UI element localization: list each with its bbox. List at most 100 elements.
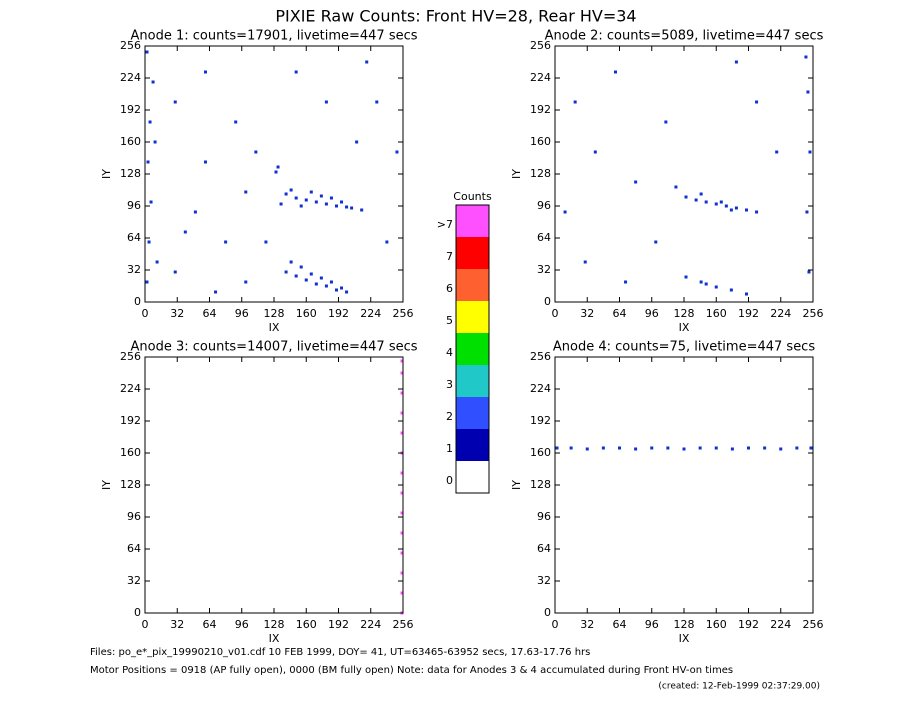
count-point	[719, 200, 723, 204]
y-tick-label: 64	[127, 542, 141, 555]
colorbar-title: Counts	[453, 190, 492, 203]
y-tick-label: 0	[544, 606, 551, 619]
count-point	[350, 206, 354, 210]
y-tick-label: 256	[530, 39, 551, 52]
count-point	[324, 284, 328, 288]
y-tick-label: 96	[127, 510, 141, 523]
count-point	[806, 90, 810, 94]
count-point	[355, 140, 359, 144]
colorbar-cell	[456, 429, 489, 461]
y-tick-label: 64	[537, 231, 551, 244]
count-point	[224, 240, 228, 244]
y-tick-label: 224	[120, 71, 141, 84]
x-tick-label: 64	[613, 618, 627, 631]
colorbar-label: 7	[446, 250, 453, 263]
y-tick-label: 96	[127, 199, 141, 212]
colorbar-label: 4	[446, 346, 453, 359]
x-tick-label: 128	[674, 307, 695, 320]
count-point	[244, 190, 248, 194]
count-point	[319, 194, 323, 198]
count-point	[284, 192, 288, 196]
count-point	[699, 192, 703, 196]
count-point	[173, 100, 177, 104]
count-point	[704, 282, 708, 286]
count-point	[324, 202, 328, 206]
count-point	[193, 210, 197, 214]
count-point	[400, 551, 404, 555]
count-point	[755, 100, 759, 104]
count-point	[618, 446, 621, 450]
y-axis-label: IY	[510, 169, 523, 179]
y-tick-label: 32	[537, 574, 551, 587]
count-point	[804, 55, 808, 59]
y-tick-label: 224	[530, 71, 551, 84]
count-point	[400, 359, 404, 363]
count-point	[340, 286, 344, 290]
count-point	[395, 150, 399, 154]
count-point	[634, 447, 638, 451]
plot-frame	[554, 45, 814, 303]
count-point	[704, 200, 708, 204]
colorbar-label: 3	[446, 378, 453, 391]
colorbar-label: >7	[437, 218, 453, 231]
y-axis-label: IY	[510, 480, 523, 490]
x-tick-label: 0	[142, 618, 149, 631]
count-point	[779, 447, 783, 451]
y-tick-label: 160	[120, 446, 141, 459]
count-point	[289, 260, 293, 264]
count-point	[274, 170, 278, 174]
count-point	[809, 446, 813, 450]
y-tick-label: 128	[120, 167, 141, 180]
count-point	[634, 180, 638, 184]
count-point	[147, 240, 151, 244]
count-point	[563, 210, 567, 214]
count-point	[400, 531, 404, 535]
count-point	[203, 70, 207, 74]
x-tick-label: 224	[770, 307, 791, 320]
count-point	[593, 150, 597, 154]
count-point	[153, 140, 157, 144]
x-tick-label: 256	[803, 307, 824, 320]
plot-frame	[144, 45, 404, 303]
count-point	[654, 240, 658, 244]
count-point	[729, 288, 733, 292]
count-point	[805, 210, 809, 214]
count-point	[747, 446, 750, 450]
footer: (created: 12-Feb-1999 02:37:29.00)	[658, 682, 820, 692]
y-tick-label: 224	[530, 382, 551, 395]
x-tick-label: 32	[580, 618, 594, 631]
count-point	[329, 196, 333, 200]
x-tick-label: 160	[706, 307, 727, 320]
count-point	[173, 270, 177, 274]
colorbar-cell	[456, 461, 489, 493]
footer: Motor Positions = 0918 (AP fully open), …	[90, 665, 733, 676]
y-tick-label: 192	[120, 414, 141, 427]
count-point	[400, 411, 404, 415]
count-point	[699, 280, 703, 284]
y-tick-label: 64	[127, 231, 141, 244]
x-tick-label: 96	[235, 307, 249, 320]
count-point	[744, 208, 748, 212]
x-tick-label: 32	[170, 307, 184, 320]
y-tick-label: 96	[537, 199, 551, 212]
count-point	[613, 70, 617, 74]
count-point	[375, 100, 379, 104]
colorbar-label: 6	[446, 282, 453, 295]
count-point	[666, 446, 670, 450]
x-axis-label: IX	[269, 321, 280, 334]
count-point	[334, 288, 338, 292]
count-point	[601, 446, 605, 450]
count-point	[319, 276, 323, 280]
count-point	[345, 205, 349, 209]
colorbar-cell	[456, 269, 489, 301]
colorbar-label: 1	[446, 442, 453, 455]
count-point	[149, 200, 153, 204]
x-tick-label: 192	[328, 307, 349, 320]
count-point	[729, 208, 733, 212]
count-point	[360, 208, 364, 212]
x-tick-label: 32	[170, 618, 184, 631]
y-tick-label: 0	[134, 295, 141, 308]
y-tick-label: 32	[537, 263, 551, 276]
x-tick-label: 96	[235, 618, 249, 631]
